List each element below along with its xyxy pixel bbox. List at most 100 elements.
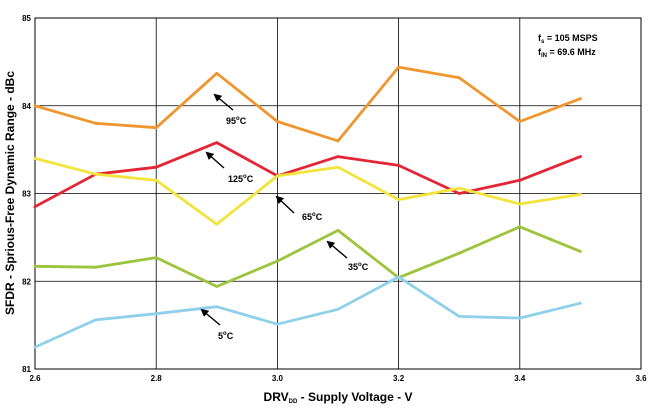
condition-sample-rate-main: f — [538, 33, 542, 43]
annotation-35c-arrow — [326, 240, 348, 259]
annotation-125c-unit: C — [247, 174, 254, 184]
series-line-95c — [33, 65, 582, 143]
data-point-125c — [397, 164, 400, 167]
annotation-65c-deg: o — [312, 212, 316, 218]
data-point-5c — [457, 315, 461, 318]
data-point-125c — [518, 178, 522, 182]
data-point-95c — [94, 121, 97, 125]
data-point-65c — [33, 157, 37, 160]
annotation-95c-arrow — [213, 93, 234, 111]
condition-input-frequency: fIN = 69.6 MHz — [538, 47, 596, 59]
data-point-65c — [215, 222, 219, 226]
annotation-95c-base: 95 — [226, 116, 236, 126]
data-point-95c — [518, 120, 522, 123]
annotation-35c: 35oC — [326, 240, 369, 272]
condition-input-frequency-rest: = 69.6 MHz — [547, 47, 596, 57]
annotation-65c-arrow — [275, 195, 295, 214]
series-line-65c — [33, 156, 582, 226]
annotation-95c: 95oC — [213, 93, 247, 126]
tick-labels: 2.6 2.8 3.0 3.2 3.4 3.6 81 82 83 84 85 — [22, 14, 647, 383]
annotation-125c-arrow — [205, 151, 225, 169]
data-point-5c — [579, 301, 582, 305]
annotation-125c-base: 125 — [228, 174, 243, 184]
data-point-5c — [397, 275, 400, 279]
data-point-35c — [457, 251, 461, 255]
annotation-5c-deg: o — [223, 331, 227, 337]
annotation-5c-unit: C — [227, 331, 234, 341]
grid-lines — [35, 18, 641, 369]
y-tick-label: 82 — [22, 277, 31, 286]
x-tick-label: 3.6 — [635, 374, 647, 383]
data-point-35c — [276, 259, 279, 263]
data-point-125c — [215, 141, 219, 145]
condition-input-frequency-main: f — [538, 47, 542, 57]
series-lines — [33, 65, 582, 349]
x-axis-title-rest: - Supply Voltage - V — [297, 390, 412, 404]
annotation-5c-arrow — [200, 308, 221, 326]
data-point-35c — [518, 225, 522, 229]
data-point-5c — [215, 305, 219, 309]
series-line-125c — [33, 141, 582, 209]
data-point-95c — [579, 97, 582, 101]
data-point-5c — [94, 318, 97, 322]
data-point-65c — [457, 186, 461, 190]
x-axis-title-main: DRV — [264, 390, 289, 404]
annotation-125c-label: 125oC — [228, 174, 254, 184]
condition-sample-rate-sub: s — [541, 39, 545, 45]
data-point-95c — [154, 126, 158, 130]
annotation-125c: 125oC — [205, 151, 254, 184]
annotation-35c-base: 35 — [348, 262, 358, 272]
data-point-95c — [336, 139, 340, 143]
annotation-65c-base: 65 — [302, 212, 312, 222]
y-tick-label: 85 — [22, 14, 31, 23]
y-tick-label: 83 — [22, 190, 31, 199]
data-point-35c — [33, 264, 37, 268]
x-axis-title-sub: DD — [289, 399, 298, 405]
annotation-5c-base: 5 — [218, 331, 223, 341]
data-point-5c — [154, 312, 158, 316]
data-point-35c — [94, 265, 97, 269]
data-point-95c — [457, 76, 461, 80]
data-point-125c — [33, 205, 37, 209]
data-point-95c — [215, 71, 219, 75]
data-point-95c — [33, 104, 37, 108]
condition-sample-rate-rest: = 105 MSPS — [544, 33, 597, 43]
data-point-65c — [94, 172, 97, 176]
data-point-35c — [579, 250, 582, 253]
data-point-5c — [518, 316, 522, 320]
annotation-35c-label: 35oC — [348, 262, 369, 272]
annotation-95c-deg: o — [236, 116, 240, 122]
y-axis-title: SFDR - Sprious-Free Dynamic Range - dBc — [3, 71, 17, 315]
data-point-125c — [336, 155, 340, 159]
series-line-5c — [33, 275, 582, 349]
data-point-125c — [457, 192, 461, 195]
data-point-65c — [336, 165, 340, 169]
data-point-65c — [397, 198, 400, 202]
data-point-65c — [154, 178, 158, 182]
data-point-35c — [215, 285, 219, 288]
annotation-65c-unit: C — [316, 212, 323, 222]
x-tick-label: 2.8 — [151, 374, 163, 383]
data-point-125c — [579, 155, 582, 159]
annotation-5c: 5oC — [200, 308, 234, 341]
y-tick-label: 84 — [22, 102, 31, 111]
annotation-95c-label: 95oC — [226, 116, 247, 126]
condition-sample-rate: fs = 105 MSPS — [538, 33, 598, 45]
annotation-125c-deg: o — [243, 174, 247, 180]
data-point-5c — [276, 322, 279, 326]
data-point-95c — [276, 120, 279, 123]
data-point-65c — [518, 202, 522, 206]
x-tick-label: 3.0 — [272, 374, 284, 383]
data-point-35c — [154, 256, 158, 259]
annotation-35c-unit: C — [362, 262, 369, 272]
series-line-35c — [33, 225, 582, 288]
annotation-5c-label: 5oC — [218, 331, 234, 341]
x-tick-label: 2.6 — [29, 374, 41, 383]
annotation-95c-unit: C — [240, 116, 247, 126]
x-axis-title: DRVDD - Supply Voltage - V — [264, 390, 413, 405]
data-point-95c — [397, 65, 400, 69]
annotation-35c-deg: o — [358, 262, 362, 268]
x-tick-label: 3.4 — [514, 374, 526, 383]
condition-input-frequency-sub: IN — [541, 53, 547, 59]
